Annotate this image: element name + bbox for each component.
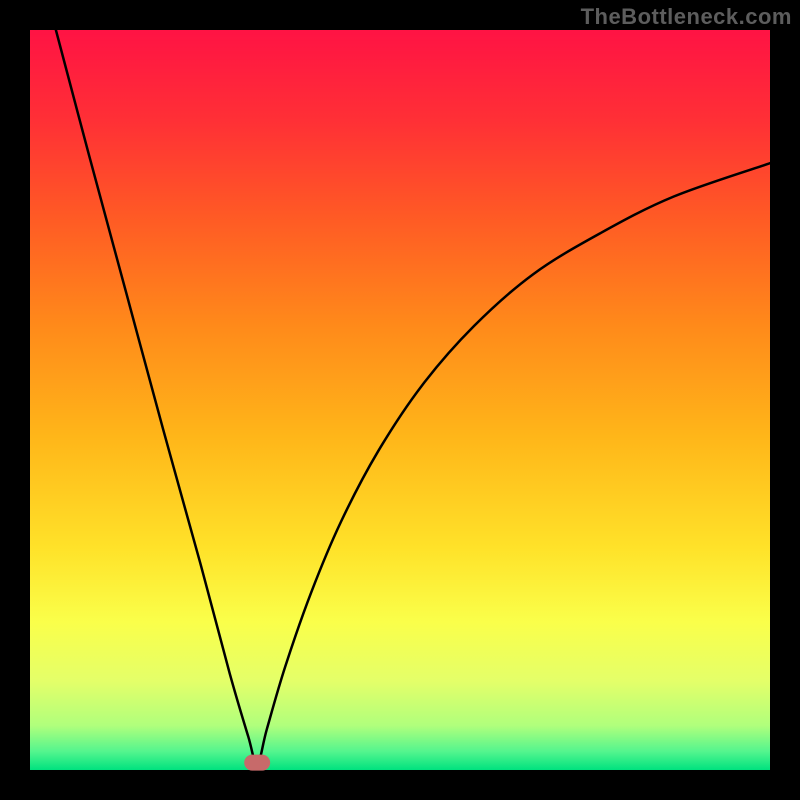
plot-background	[30, 30, 770, 770]
optimal-point-marker	[244, 755, 270, 771]
chart-container: TheBottleneck.com	[0, 0, 800, 800]
watermark-text: TheBottleneck.com	[581, 4, 792, 30]
bottleneck-chart	[0, 0, 800, 800]
